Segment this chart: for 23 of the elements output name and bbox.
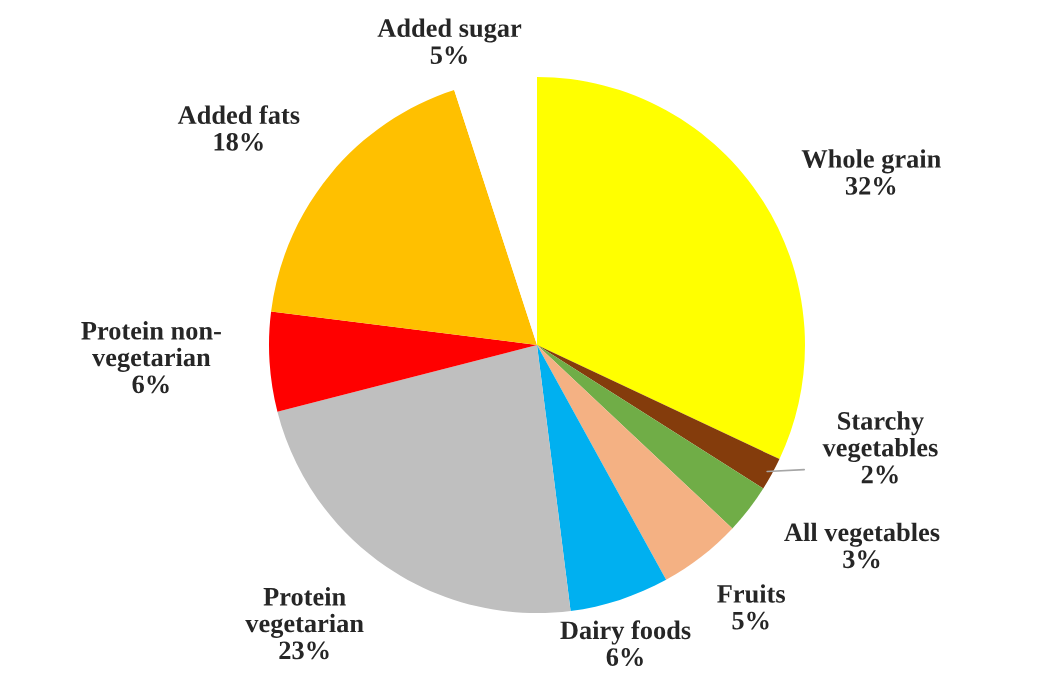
data-label: 5% <box>430 46 467 65</box>
slice-label: Added sugar <box>377 18 522 43</box>
slice-label: Protein non- vegetarian <box>81 321 221 372</box>
pie-slice <box>537 345 667 611</box>
data-label: 6% <box>606 648 643 666</box>
data-label: 18% <box>214 132 263 151</box>
data-label: 5% <box>732 611 769 630</box>
slice-label: Fruits <box>717 584 785 603</box>
pie-slice <box>537 345 780 489</box>
data-label: 23% <box>279 641 329 660</box>
data-label: 32% <box>845 176 896 195</box>
slice-label: Whole grain <box>801 149 941 174</box>
data-label: 2% <box>861 465 898 484</box>
pie-slice <box>537 345 764 529</box>
slice-label: Added fats <box>177 105 300 125</box>
pie-slice <box>269 311 537 412</box>
slice-label: Protein vegetarian <box>245 587 364 638</box>
pie-slice <box>537 345 733 580</box>
slice-label: Starchy vegetables <box>822 411 938 463</box>
data-label: 3% <box>843 550 880 569</box>
data-label: 6% <box>132 375 169 394</box>
slice-label: Dairy foods <box>560 620 691 645</box>
slice-label: All vegetables <box>784 522 940 547</box>
